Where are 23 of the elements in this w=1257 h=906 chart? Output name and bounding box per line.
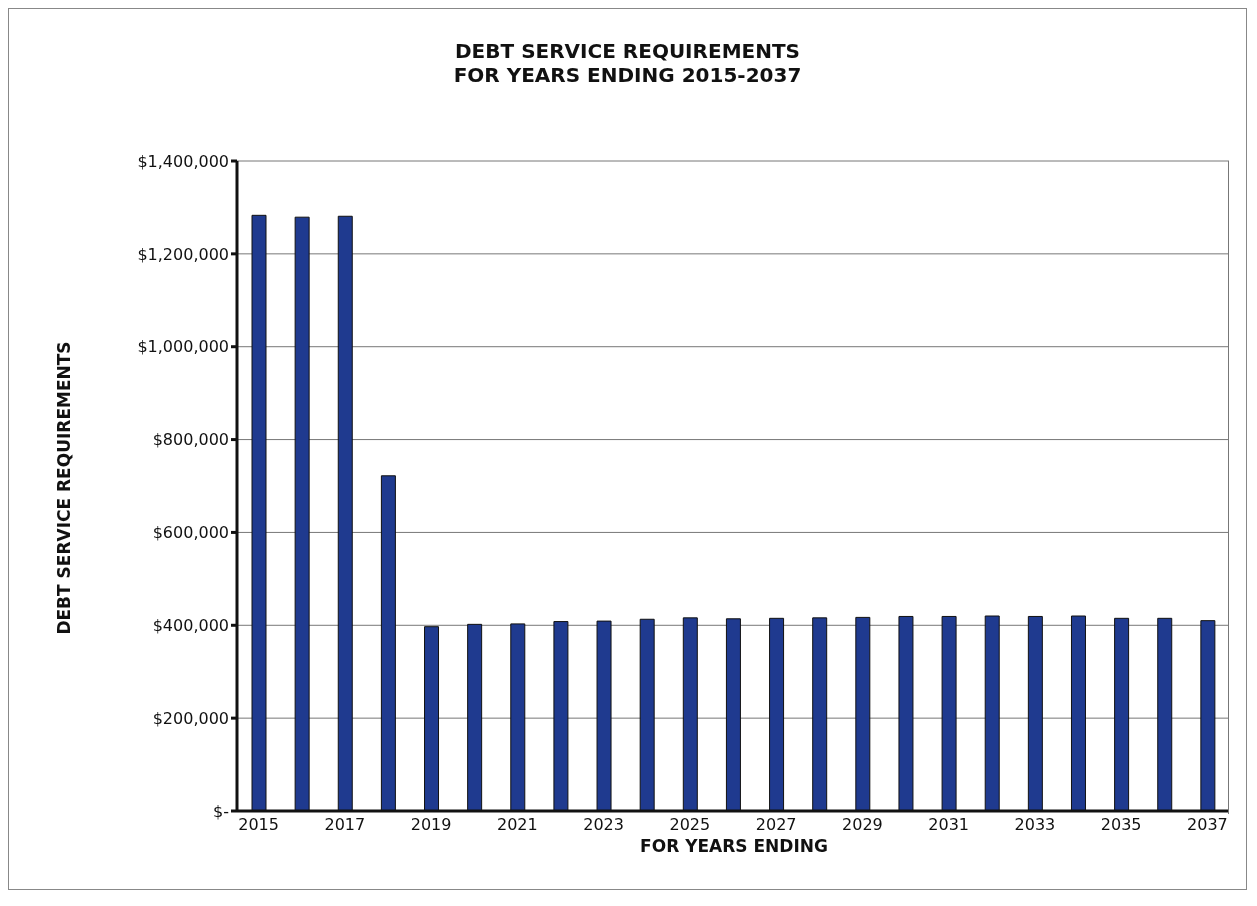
x-tick-label: 2027 bbox=[755, 815, 797, 835]
y-axis-title: DEBT SERVICE REQUIREMENTS bbox=[54, 340, 74, 635]
y-tick-label: $600,000 bbox=[152, 523, 229, 543]
y-tick-label: $1,400,000 bbox=[137, 151, 229, 171]
x-axis-title: FOR YEARS ENDING bbox=[639, 836, 829, 856]
x-tick-label: 2029 bbox=[842, 815, 883, 835]
chart-title: DEBT SERVICE REQUIREMENTS FOR YEARS ENDING 2015-2037 bbox=[452, 39, 803, 87]
x-tick-label: 2019 bbox=[410, 815, 452, 835]
x-tick-label: 2037 bbox=[1187, 815, 1228, 835]
x-tick-label: 2015 bbox=[238, 815, 279, 835]
x-tick-label: 2035 bbox=[1100, 815, 1142, 835]
x-tick-label: 2017 bbox=[324, 815, 366, 835]
x-tick-label: 2031 bbox=[928, 815, 970, 835]
x-tick-label: 2033 bbox=[1014, 815, 1056, 835]
x-tick-label: 2025 bbox=[669, 815, 711, 835]
x-tick-label: 2023 bbox=[583, 815, 624, 835]
y-tick-label: $- bbox=[213, 801, 229, 821]
x-tick-label: 2021 bbox=[496, 815, 538, 835]
y-tick-label: $400,000 bbox=[152, 615, 229, 635]
y-tick-label: $1,200,000 bbox=[137, 244, 229, 264]
y-tick-label: $1,000,000 bbox=[137, 337, 229, 357]
y-tick-label: $200,000 bbox=[152, 708, 229, 728]
y-tick-label: $800,000 bbox=[152, 430, 229, 450]
